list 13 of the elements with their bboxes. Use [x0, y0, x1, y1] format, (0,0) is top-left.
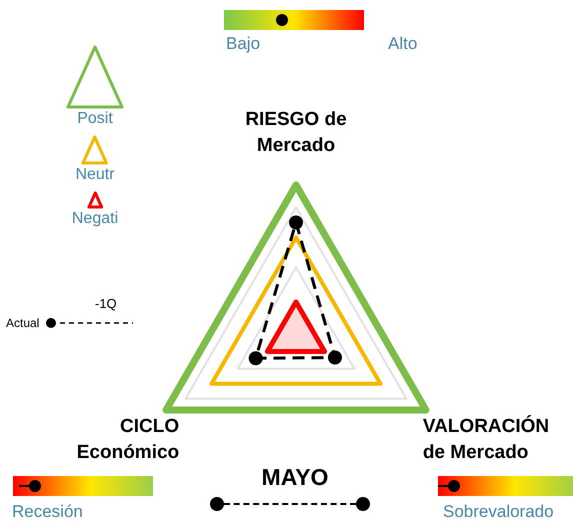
- spoke-label: VALORACIÓN de Mercado: [422, 415, 550, 463]
- text: Alto: [388, 34, 418, 54]
- spoke-label: CICLO Económico: [76, 416, 180, 463]
- text: Sobrevalorado: [443, 502, 554, 522]
- legend-label: Actual: [6, 316, 40, 330]
- text: Neutr: [75, 166, 115, 184]
- text: Recesión: [12, 502, 83, 522]
- text: Bajo: [226, 34, 260, 54]
- text: -1Q: [95, 296, 117, 311]
- text: Posit: [77, 110, 113, 128]
- spoke-label: RIESGO de Mercado: [245, 109, 347, 156]
- text: Negati: [72, 210, 118, 228]
- text: MAYO: [260, 464, 330, 491]
